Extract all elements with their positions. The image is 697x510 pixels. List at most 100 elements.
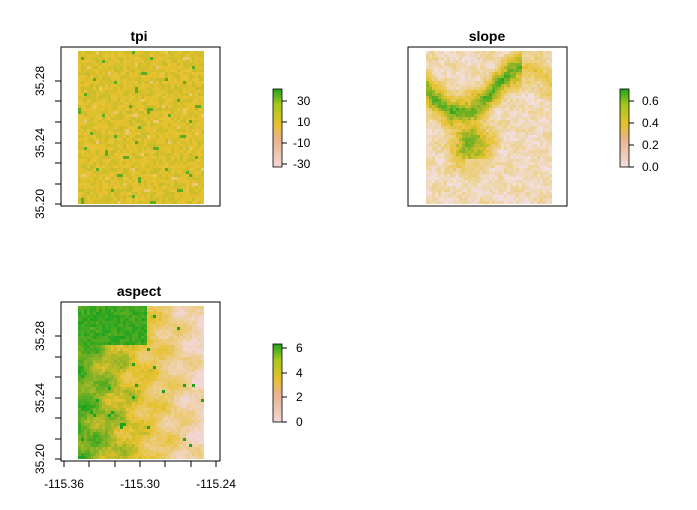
raster-cell <box>507 129 510 132</box>
raster-cell <box>144 93 147 96</box>
raster-cell <box>135 330 138 333</box>
raster-cell <box>189 150 192 153</box>
raster-cell <box>480 54 483 57</box>
raster-cell <box>525 117 528 120</box>
raster-cell <box>468 63 471 66</box>
raster-cell <box>78 105 81 108</box>
raster-cell <box>114 180 117 183</box>
raster-cell <box>477 108 480 111</box>
raster-cell <box>153 153 156 156</box>
raster-cell <box>147 96 150 99</box>
raster-cell <box>111 354 114 357</box>
raster-cell <box>198 60 201 63</box>
raster-cell <box>180 306 183 309</box>
raster-cell <box>522 132 525 135</box>
raster-cell <box>93 129 96 132</box>
raster-cell <box>198 156 201 159</box>
raster-cell <box>162 138 165 141</box>
raster-cell <box>195 351 198 354</box>
raster-cell <box>171 93 174 96</box>
raster-cell <box>123 129 126 132</box>
raster-cell <box>87 177 90 180</box>
raster-cell <box>198 96 201 99</box>
raster-cell <box>153 327 156 330</box>
raster-cell <box>180 180 183 183</box>
raster-cell <box>183 90 186 93</box>
raster-cell <box>138 63 141 66</box>
raster-cell <box>528 114 531 117</box>
raster-cell <box>447 102 450 105</box>
raster-cell <box>183 54 186 57</box>
raster-cell <box>498 90 501 93</box>
raster-cell <box>534 102 537 105</box>
raster-cell <box>540 132 543 135</box>
raster-cell <box>531 147 534 150</box>
raster-cell <box>135 114 138 117</box>
raster-cell <box>165 351 168 354</box>
raster-cell <box>468 129 471 132</box>
legend-tick-label: 30 <box>297 94 311 108</box>
raster-cell <box>120 318 123 321</box>
raster-cell <box>471 159 474 162</box>
raster-cell <box>120 51 123 54</box>
raster-cell <box>99 108 102 111</box>
raster-cell <box>468 162 471 165</box>
raster-cell <box>177 69 180 72</box>
raster-cell <box>105 147 108 150</box>
raster-cell <box>483 153 486 156</box>
raster-cell <box>189 111 192 114</box>
raster-cell <box>87 153 90 156</box>
raster-cell <box>111 150 114 153</box>
raster-cell <box>144 351 147 354</box>
raster-cell <box>138 78 141 81</box>
raster-cell <box>192 159 195 162</box>
raster-cell <box>201 144 204 147</box>
raster-cell <box>492 105 495 108</box>
raster-cell <box>99 93 102 96</box>
raster-cell <box>141 312 144 315</box>
raster-cell <box>165 51 168 54</box>
raster-cell <box>426 177 429 180</box>
raster-cell <box>144 150 147 153</box>
raster-cell <box>105 93 108 96</box>
raster-cell <box>438 72 441 75</box>
raster-cell <box>495 99 498 102</box>
raster-cell <box>111 312 114 315</box>
raster-cell <box>84 57 87 60</box>
raster-cell <box>111 75 114 78</box>
raster-cell <box>534 60 537 63</box>
raster-cell <box>114 153 117 156</box>
raster-cell <box>183 195 186 198</box>
raster-cell <box>114 138 117 141</box>
raster-cell <box>498 87 501 90</box>
raster-cell <box>93 60 96 63</box>
raster-cell <box>453 156 456 159</box>
raster-cell <box>102 93 105 96</box>
raster-cell <box>180 108 183 111</box>
raster-cell <box>543 186 546 189</box>
raster-cell <box>108 198 111 201</box>
raster-cell <box>96 138 99 141</box>
raster-cell <box>471 177 474 180</box>
raster-cell <box>123 54 126 57</box>
raster-cell <box>174 339 177 342</box>
raster-cell <box>138 174 141 177</box>
raster-cell <box>129 342 132 345</box>
raster-cell <box>474 174 477 177</box>
raster-cell <box>120 60 123 63</box>
raster-cell <box>159 306 162 309</box>
raster-cell <box>111 66 114 69</box>
raster-cell <box>489 63 492 66</box>
raster-cell <box>96 309 99 312</box>
raster-cell <box>195 132 198 135</box>
raster-cell <box>465 198 468 201</box>
raster-cell <box>192 84 195 87</box>
raster-cell <box>501 96 504 99</box>
raster-cell <box>513 171 516 174</box>
raster-cell <box>543 90 546 93</box>
raster-cell <box>450 171 453 174</box>
raster-cell <box>198 72 201 75</box>
raster-cell <box>186 351 189 354</box>
raster-cell <box>102 117 105 120</box>
raster-cell <box>93 126 96 129</box>
